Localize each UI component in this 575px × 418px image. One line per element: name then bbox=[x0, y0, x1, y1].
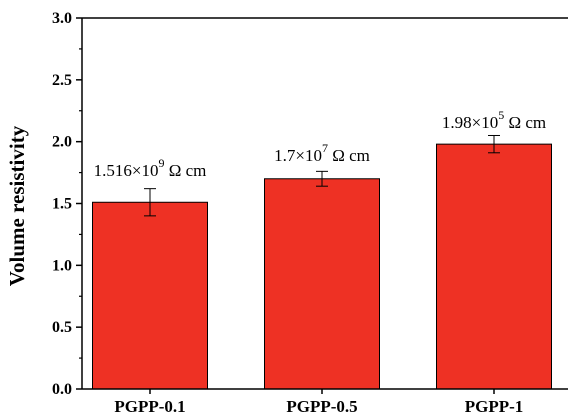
y-tick-label: 2.5 bbox=[52, 72, 72, 89]
bars-layer bbox=[92, 134, 552, 390]
error-bar-PGPP-0.1 bbox=[144, 188, 156, 217]
y-tick-label: 2.0 bbox=[52, 134, 72, 151]
y-tick-label: 1.5 bbox=[52, 196, 72, 213]
data-label-PGPP-0.5: 1.7×107 Ω cm bbox=[274, 141, 370, 165]
data-label-mantissa: 1.98×10 bbox=[442, 113, 498, 132]
labels-layer: PGPP-0.1 PGPP-0.5 PGPP-11.516×109 Ω cm1.7×… bbox=[94, 108, 547, 416]
data-label-exponent: 7 bbox=[322, 141, 328, 155]
bar-PGPP-1 bbox=[436, 143, 552, 390]
bar-PGPP-0.1 bbox=[92, 201, 208, 390]
y-tick-label: 0.5 bbox=[52, 319, 72, 336]
data-label-mantissa: 1.7×10 bbox=[274, 146, 322, 165]
y-tick-label: 0.0 bbox=[52, 381, 72, 398]
x-tick-label: PGPP-1 bbox=[465, 397, 524, 416]
data-label-exponent: 9 bbox=[158, 156, 164, 170]
data-label-PGPP-0.1: 1.516×109 Ω cm bbox=[94, 156, 207, 180]
axes-layer: 0.0 0.5 1.0 1.5 2.0 2.5 3.0 bbox=[52, 10, 568, 398]
y-tick-label: 1.0 bbox=[52, 257, 72, 274]
bar-PGPP-0.5 bbox=[264, 178, 380, 390]
error-bar-PGPP-1 bbox=[488, 134, 500, 154]
data-label-unit: Ω cm bbox=[504, 113, 546, 132]
x-tick-label: PGPP-0.5 bbox=[286, 397, 357, 416]
data-label-exponent: 5 bbox=[498, 108, 504, 122]
data-label-unit: Ω cm bbox=[164, 161, 206, 180]
x-tick-label: PGPP-0.1 bbox=[114, 397, 185, 416]
data-label-unit: Ω cm bbox=[328, 146, 370, 165]
y-tick-label: 3.0 bbox=[52, 10, 72, 27]
error-bar-PGPP-0.5 bbox=[316, 170, 328, 187]
data-label-mantissa: 1.516×10 bbox=[94, 161, 159, 180]
y-axis-title: Volume resistivity bbox=[5, 125, 29, 286]
data-label-PGPP-1: 1.98×105 Ω cm bbox=[442, 108, 546, 132]
